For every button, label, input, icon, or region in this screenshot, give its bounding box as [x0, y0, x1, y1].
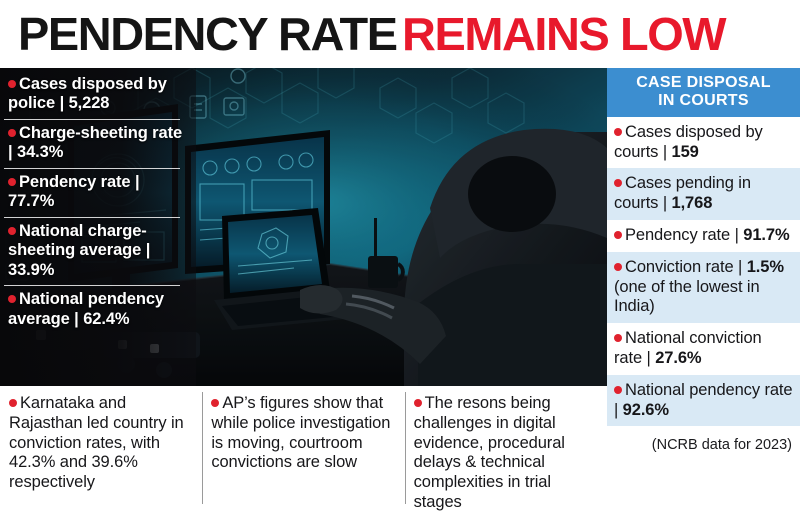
court-stat-row: Conviction rate | 1.5% (one of the lowes…	[607, 251, 800, 324]
bullet-icon	[8, 295, 16, 304]
court-stat-value: 159	[671, 142, 699, 161]
bullet-icon	[8, 226, 16, 235]
bullet-icon	[614, 231, 622, 239]
stat-value: 33.9%	[8, 260, 55, 279]
bullet-icon	[8, 128, 16, 137]
bullet-icon	[8, 80, 16, 88]
headline-part-red: REMAINS LOW	[402, 8, 727, 60]
bullet-icon	[614, 262, 622, 271]
panel-header-line2: IN COURTS	[658, 91, 749, 109]
stat-value: 5,228	[68, 94, 110, 113]
court-stat-row: National pendency rate | 92.6%	[607, 374, 800, 427]
source-note-text: (NCRB data for 2023)	[651, 437, 792, 454]
court-stat-value: 91.7%	[743, 226, 790, 244]
court-stat-row: Cases pending in courts | 1,768	[607, 168, 800, 220]
court-stat-label: National conviction rate	[614, 329, 762, 367]
insight-box: The resons being challenges in digital e…	[404, 386, 607, 516]
insight-text: AP’s figures show that while police inve…	[211, 394, 391, 472]
stat-label: Charge-sheeting rate	[19, 123, 183, 142]
court-stat-suffix: (one of the lowest in India)	[614, 277, 760, 316]
bullet-icon	[413, 399, 422, 407]
court-stat-row: National conviction rate | 27.6%	[614, 329, 762, 367]
headline-banner: PENDENCY RATE REMAINS LOW	[0, 0, 800, 68]
bullet-icon	[614, 127, 622, 136]
court-stat-label: Conviction rate	[625, 257, 734, 276]
stat-label: Cases disposed by police	[8, 75, 167, 113]
court-stat-label: Pendency rate	[625, 226, 731, 244]
headline-part-black: PENDENCY RATE	[18, 8, 398, 60]
stat-label: Pendency rate	[19, 172, 131, 191]
court-stat-row: Pendency rate | 91.7%	[607, 220, 800, 252]
court-stat-label: National pendency rate	[625, 380, 793, 399]
court-stat-label: Cases disposed by courts	[614, 122, 763, 161]
bullet-icon	[614, 334, 622, 343]
court-stat-value: 27.6%	[655, 348, 702, 367]
stat-item: Pendency rate | 77.7%	[0, 167, 196, 217]
court-stat-label: Cases pending in courts	[614, 174, 751, 213]
insight-text: Karnataka and Rajasthan led country in c…	[9, 394, 184, 492]
stat-item: Charge-sheeting rate | 34.3%	[0, 118, 196, 168]
bullet-icon	[614, 385, 622, 394]
insight-box: Karnataka and Rajasthan led country in c…	[0, 386, 202, 516]
stat-label: National charge-sheeting average	[8, 221, 147, 260]
bullet-icon	[211, 399, 220, 407]
source-note: (NCRB data for 2023)	[607, 426, 800, 461]
insight-text: The resons being challenges in digital e…	[413, 394, 565, 511]
bullet-icon	[8, 177, 16, 186]
stat-label: National pendency average	[8, 290, 164, 328]
bullet-icon	[9, 399, 17, 407]
left-scrim	[0, 68, 196, 386]
stat-value: 34.3%	[17, 143, 64, 162]
stat-value: 77.7%	[8, 192, 55, 211]
stat-item: National charge-sheeting average | 33.9%	[0, 216, 196, 285]
court-stat-value: 92.6%	[622, 400, 669, 419]
court-stat-value: 1,768	[671, 194, 713, 213]
court-stat-row: Cases disposed by courts | 159	[614, 122, 763, 161]
bullet-icon	[614, 179, 622, 188]
stat-item: National pendency average | 62.4%	[0, 285, 196, 334]
stat-item: Cases disposed by police | 5,228	[8, 75, 167, 113]
case-disposal-panel: CASE DISPOSAL IN COURTS Cases disposed b…	[607, 68, 800, 516]
insight-boxes: Karnataka and Rajasthan led country in c…	[0, 386, 607, 516]
stat-value: 62.4%	[83, 309, 130, 328]
insight-box: AP’s figures show that while police inve…	[202, 386, 404, 516]
panel-header: CASE DISPOSAL IN COURTS	[607, 68, 800, 117]
panel-header-line1: CASE DISPOSAL	[636, 74, 771, 91]
police-disposal-stats: Cases disposed by police | 5,228 Charge-…	[0, 70, 196, 334]
court-stat-value: 1.5%	[746, 257, 784, 276]
